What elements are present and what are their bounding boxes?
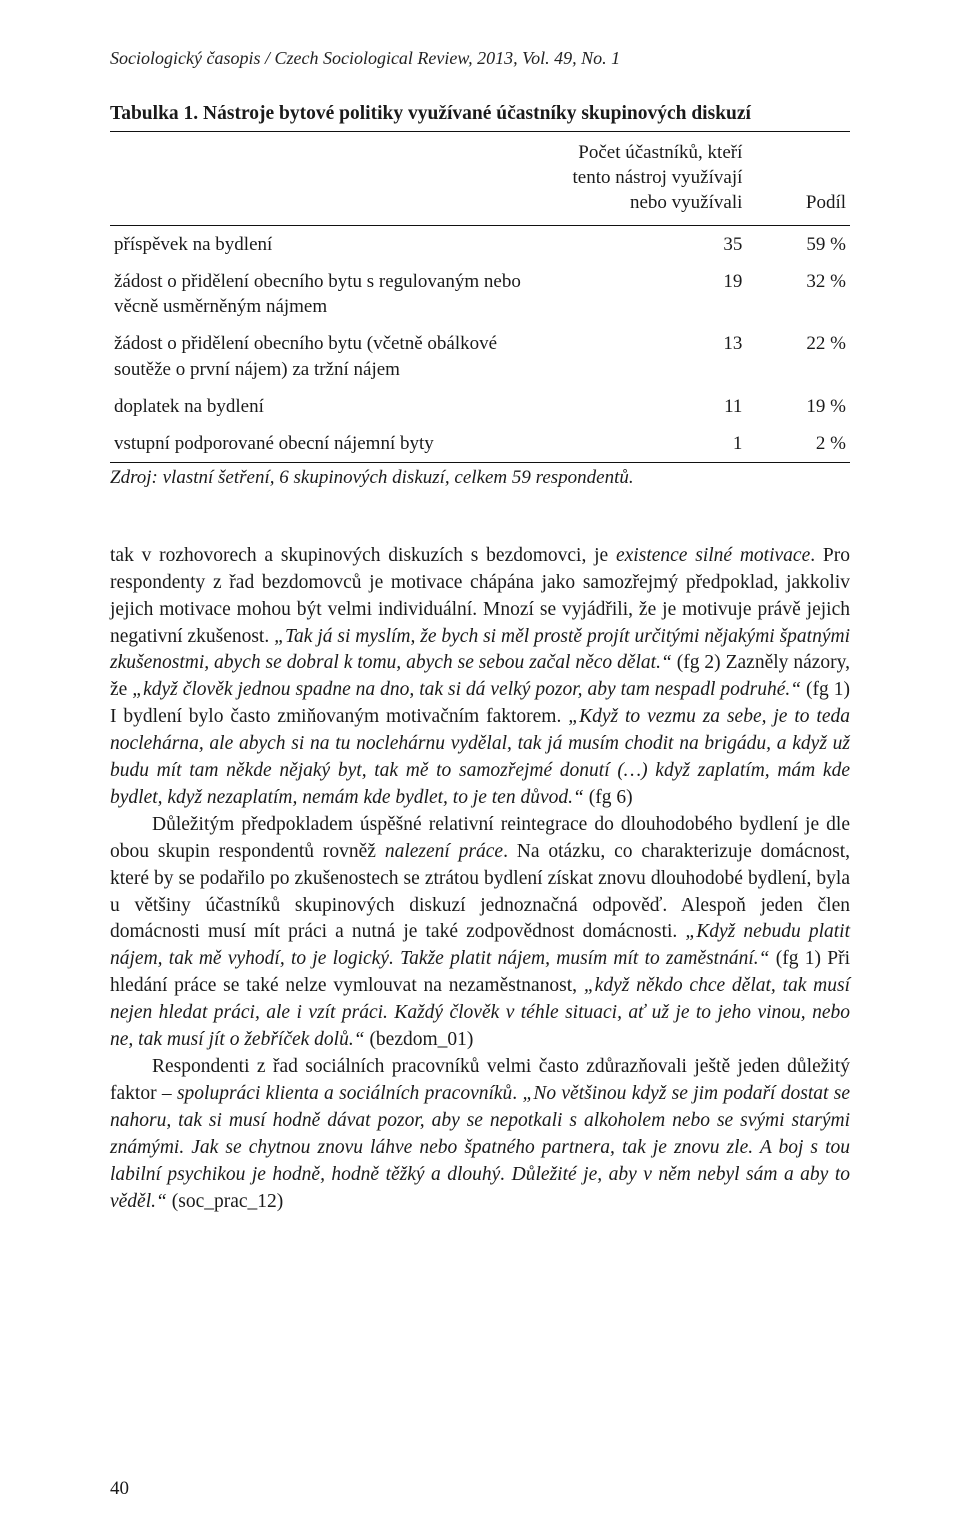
row-count: 1 [539, 425, 746, 463]
row-label: vstupní podporované obecní nájemní byty [110, 425, 539, 463]
row-share: 19 % [746, 388, 850, 425]
page-number: 40 [110, 1478, 129, 1500]
row-label: žádost o přidělení obecního bytu (včetně… [110, 325, 539, 387]
table-header-row: Počet účastníků, kteří tento nástroj vyu… [110, 132, 850, 226]
row-label: doplatek na bydlení [110, 388, 539, 425]
row-label: příspěvek na bydlení [110, 226, 539, 264]
table-row: doplatek na bydlení 11 19 % [110, 388, 850, 425]
row-count: 19 [539, 263, 746, 325]
emphasis: existence silné motivace [616, 545, 810, 566]
row-share: 22 % [746, 325, 850, 387]
row-share: 32 % [746, 263, 850, 325]
table-row: žádost o přidělení obecního bytu s regul… [110, 263, 850, 325]
text-run: . [512, 1083, 522, 1104]
table: Počet účastníků, kteří tento nástroj vyu… [110, 131, 850, 463]
table-row: vstupní podporované obecní nájemní byty … [110, 425, 850, 463]
row-share: 59 % [746, 226, 850, 264]
text-run: (bezdom_01) [365, 1029, 474, 1050]
text-run: (fg 6) [584, 787, 633, 808]
col-header-empty [110, 132, 539, 226]
text-run: (soc_prac_12) [167, 1191, 283, 1212]
table-label: Tabulka 1. [110, 103, 198, 124]
text-run: tak v rozhovorech a skupinových diskuzíc… [110, 545, 616, 566]
col-header-share: Podíl [746, 132, 850, 226]
emphasis: spolupráci klienta a sociálních pracovní… [177, 1083, 512, 1104]
col-header-count: Počet účastníků, kteří tento nástroj vyu… [539, 132, 746, 226]
table-row: žádost o přidělení obecního bytu (včetně… [110, 325, 850, 387]
row-count: 35 [539, 226, 746, 264]
row-count: 11 [539, 388, 746, 425]
body-text: tak v rozhovorech a skupinových diskuzíc… [110, 543, 850, 1216]
page: Sociologický časopis / Czech Sociologica… [0, 0, 960, 1538]
running-head: Sociologický časopis / Czech Sociologica… [110, 48, 850, 69]
emphasis: nalezení práce [385, 841, 503, 862]
paragraph-3: Respondenti z řad sociálních pracovníků … [110, 1054, 850, 1215]
quote: „když člověk jednou spadne na dno, tak s… [132, 679, 801, 700]
row-share: 2 % [746, 425, 850, 463]
paragraph-2: Důležitým předpokladem úspěšné relativní… [110, 812, 850, 1054]
table-caption-text: Nástroje bytové politiky využívané účast… [203, 103, 751, 124]
row-count: 13 [539, 325, 746, 387]
row-label: žádost o přidělení obecního bytu s regul… [110, 263, 539, 325]
table-row: příspěvek na bydlení 35 59 % [110, 226, 850, 264]
paragraph-1: tak v rozhovorech a skupinových diskuzíc… [110, 543, 850, 812]
table-source: Zdroj: vlastní šetření, 6 skupinových di… [110, 467, 850, 489]
table-caption: Tabulka 1. Nástroje bytové politiky využ… [110, 103, 850, 125]
